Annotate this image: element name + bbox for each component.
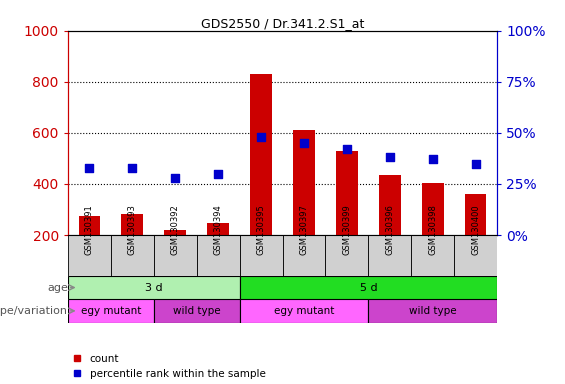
Point [299,140,308,146]
Bar [240,235,282,276]
Text: GSM130393: GSM130393 [128,205,137,255]
Bar [454,235,497,276]
Bar [207,223,229,235]
Text: 3 d: 3 d [145,283,163,293]
Bar [68,276,240,299]
Text: GSM130397: GSM130397 [299,205,308,255]
Bar [282,235,325,276]
Bar [422,183,444,235]
Bar [79,216,100,235]
Bar [240,276,497,299]
Text: egy mutant: egy mutant [274,306,334,316]
Text: 5 d: 5 d [359,283,377,293]
Title: GDS2550 / Dr.341.2.S1_at: GDS2550 / Dr.341.2.S1_at [201,17,364,30]
Bar [465,194,486,235]
Text: GSM130398: GSM130398 [428,205,437,255]
Bar [164,230,186,235]
Bar [293,130,315,235]
Bar [111,235,154,276]
Bar [368,235,411,276]
Bar [121,214,143,235]
Text: age: age [47,283,68,293]
Text: wild type: wild type [173,306,220,316]
Text: wild type: wild type [409,306,457,316]
Point [85,164,94,170]
Point [471,161,480,167]
Text: GSM130394: GSM130394 [214,205,223,255]
Point [385,154,394,161]
Bar [325,235,368,276]
Bar [240,299,368,323]
Text: GSM130396: GSM130396 [385,205,394,255]
Bar [250,74,272,235]
Point [342,146,351,152]
Bar [336,151,358,235]
Bar [68,299,154,323]
Legend: count, percentile rank within the sample: count, percentile rank within the sample [73,354,266,379]
Point [428,156,437,162]
Text: GSM130395: GSM130395 [257,205,266,255]
Text: GSM130399: GSM130399 [342,205,351,255]
Text: egy mutant: egy mutant [81,306,141,316]
Text: GSM130391: GSM130391 [85,205,94,255]
Text: genotype/variation: genotype/variation [0,306,68,316]
Point [257,134,266,140]
Text: GSM130400: GSM130400 [471,205,480,255]
Bar [197,235,240,276]
Point [214,170,223,177]
Point [171,175,180,181]
Bar [68,235,111,276]
Bar [154,235,197,276]
Bar [154,299,240,323]
Text: GSM130392: GSM130392 [171,205,180,255]
Bar [411,235,454,276]
Bar [379,175,401,235]
Point [128,164,137,170]
Bar [368,299,497,323]
